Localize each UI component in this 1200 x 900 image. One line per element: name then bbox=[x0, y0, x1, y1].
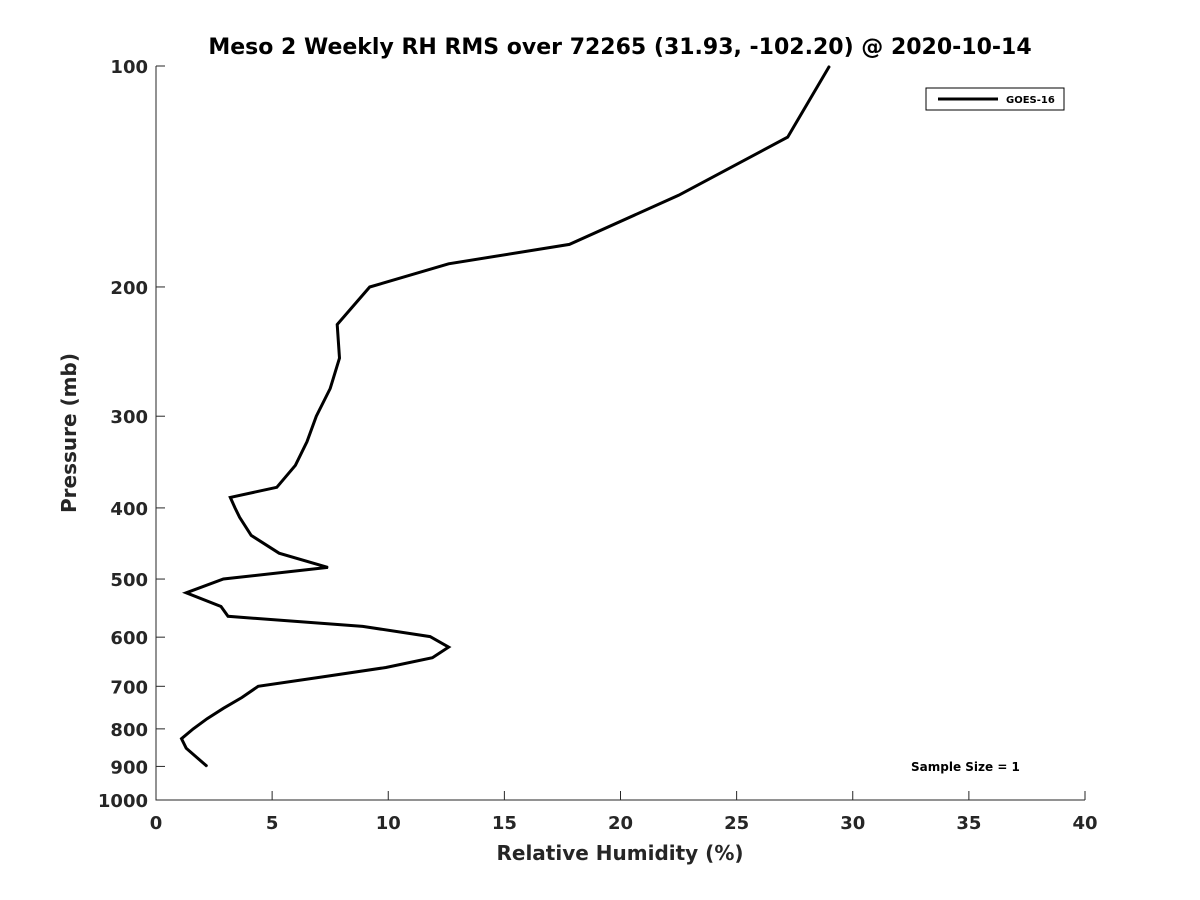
data-point bbox=[320, 676, 322, 678]
y-tick-label: 500 bbox=[110, 570, 148, 591]
data-point bbox=[315, 415, 317, 417]
data-point bbox=[241, 697, 243, 698]
data-point bbox=[362, 625, 364, 627]
axis-frame bbox=[155, 66, 1085, 801]
data-point bbox=[369, 286, 371, 288]
data-point bbox=[339, 357, 340, 359]
data-point bbox=[429, 636, 431, 638]
y-tick-label: 700 bbox=[110, 677, 148, 698]
y-tick-label: 200 bbox=[110, 278, 148, 299]
x-axis-ticks: 0 5 10 15 20 25 30 35 40 bbox=[150, 791, 1098, 834]
data-point bbox=[294, 464, 296, 466]
data-point bbox=[678, 194, 680, 196]
data-point bbox=[229, 496, 231, 498]
series-line-goes-16 bbox=[179, 65, 831, 768]
data-point bbox=[829, 65, 830, 67]
y-tick-label: 300 bbox=[110, 407, 148, 428]
data-point bbox=[448, 646, 450, 648]
data-point bbox=[276, 486, 278, 488]
y-tick-label: 800 bbox=[110, 720, 148, 741]
sample-size-annotation: Sample Size = 1 bbox=[911, 760, 1020, 774]
x-tick-label: 25 bbox=[724, 813, 749, 834]
data-point bbox=[787, 136, 789, 138]
y-axis-title: Pressure (mb) bbox=[57, 353, 81, 513]
data-point bbox=[206, 765, 208, 767]
x-tick-label: 20 bbox=[608, 813, 633, 834]
data-point bbox=[220, 606, 222, 607]
data-point bbox=[336, 324, 338, 325]
y-tick-label: 900 bbox=[110, 757, 148, 778]
x-tick-label: 0 bbox=[150, 813, 163, 834]
y-tick-label: 600 bbox=[110, 628, 148, 649]
x-tick-label: 35 bbox=[956, 813, 981, 834]
y-tick-label: 100 bbox=[110, 57, 148, 78]
data-point bbox=[222, 578, 224, 580]
data-point bbox=[222, 707, 224, 709]
x-tick-label: 10 bbox=[376, 813, 401, 834]
data-point bbox=[181, 738, 182, 740]
data-point bbox=[192, 728, 194, 730]
x-tick-label: 40 bbox=[1072, 813, 1097, 834]
data-point bbox=[306, 441, 308, 443]
y-axis-ticks: 100 200 300 400 500 600 700 800 900 1000 bbox=[98, 57, 165, 812]
data-point bbox=[278, 552, 280, 554]
data-point bbox=[431, 657, 433, 659]
x-tick-label: 30 bbox=[840, 813, 865, 834]
x-axis-title: Relative Humidity (%) bbox=[496, 841, 743, 865]
data-point bbox=[329, 388, 331, 389]
y-tick-label: 1000 bbox=[98, 791, 148, 812]
data-point bbox=[250, 534, 252, 536]
chart-title: Meso 2 Weekly RH RMS over 72265 (31.93, … bbox=[208, 35, 1031, 60]
data-point bbox=[257, 685, 259, 687]
legend: GOES-16 bbox=[925, 87, 1065, 111]
data-point bbox=[568, 243, 570, 245]
data-point bbox=[234, 507, 236, 509]
data-point bbox=[227, 615, 229, 617]
series-layer bbox=[179, 65, 831, 768]
data-point bbox=[185, 592, 187, 594]
data-point bbox=[206, 718, 208, 720]
legend-label-goes-16: GOES-16 bbox=[1006, 95, 1055, 106]
y-tick-label: 400 bbox=[110, 499, 148, 520]
x-tick-label: 15 bbox=[492, 813, 517, 834]
data-point bbox=[327, 566, 329, 568]
data-point bbox=[385, 667, 387, 668]
x-tick-label: 5 bbox=[266, 813, 279, 834]
data-point bbox=[448, 263, 450, 265]
data-point bbox=[185, 747, 187, 749]
data-point bbox=[239, 516, 241, 518]
